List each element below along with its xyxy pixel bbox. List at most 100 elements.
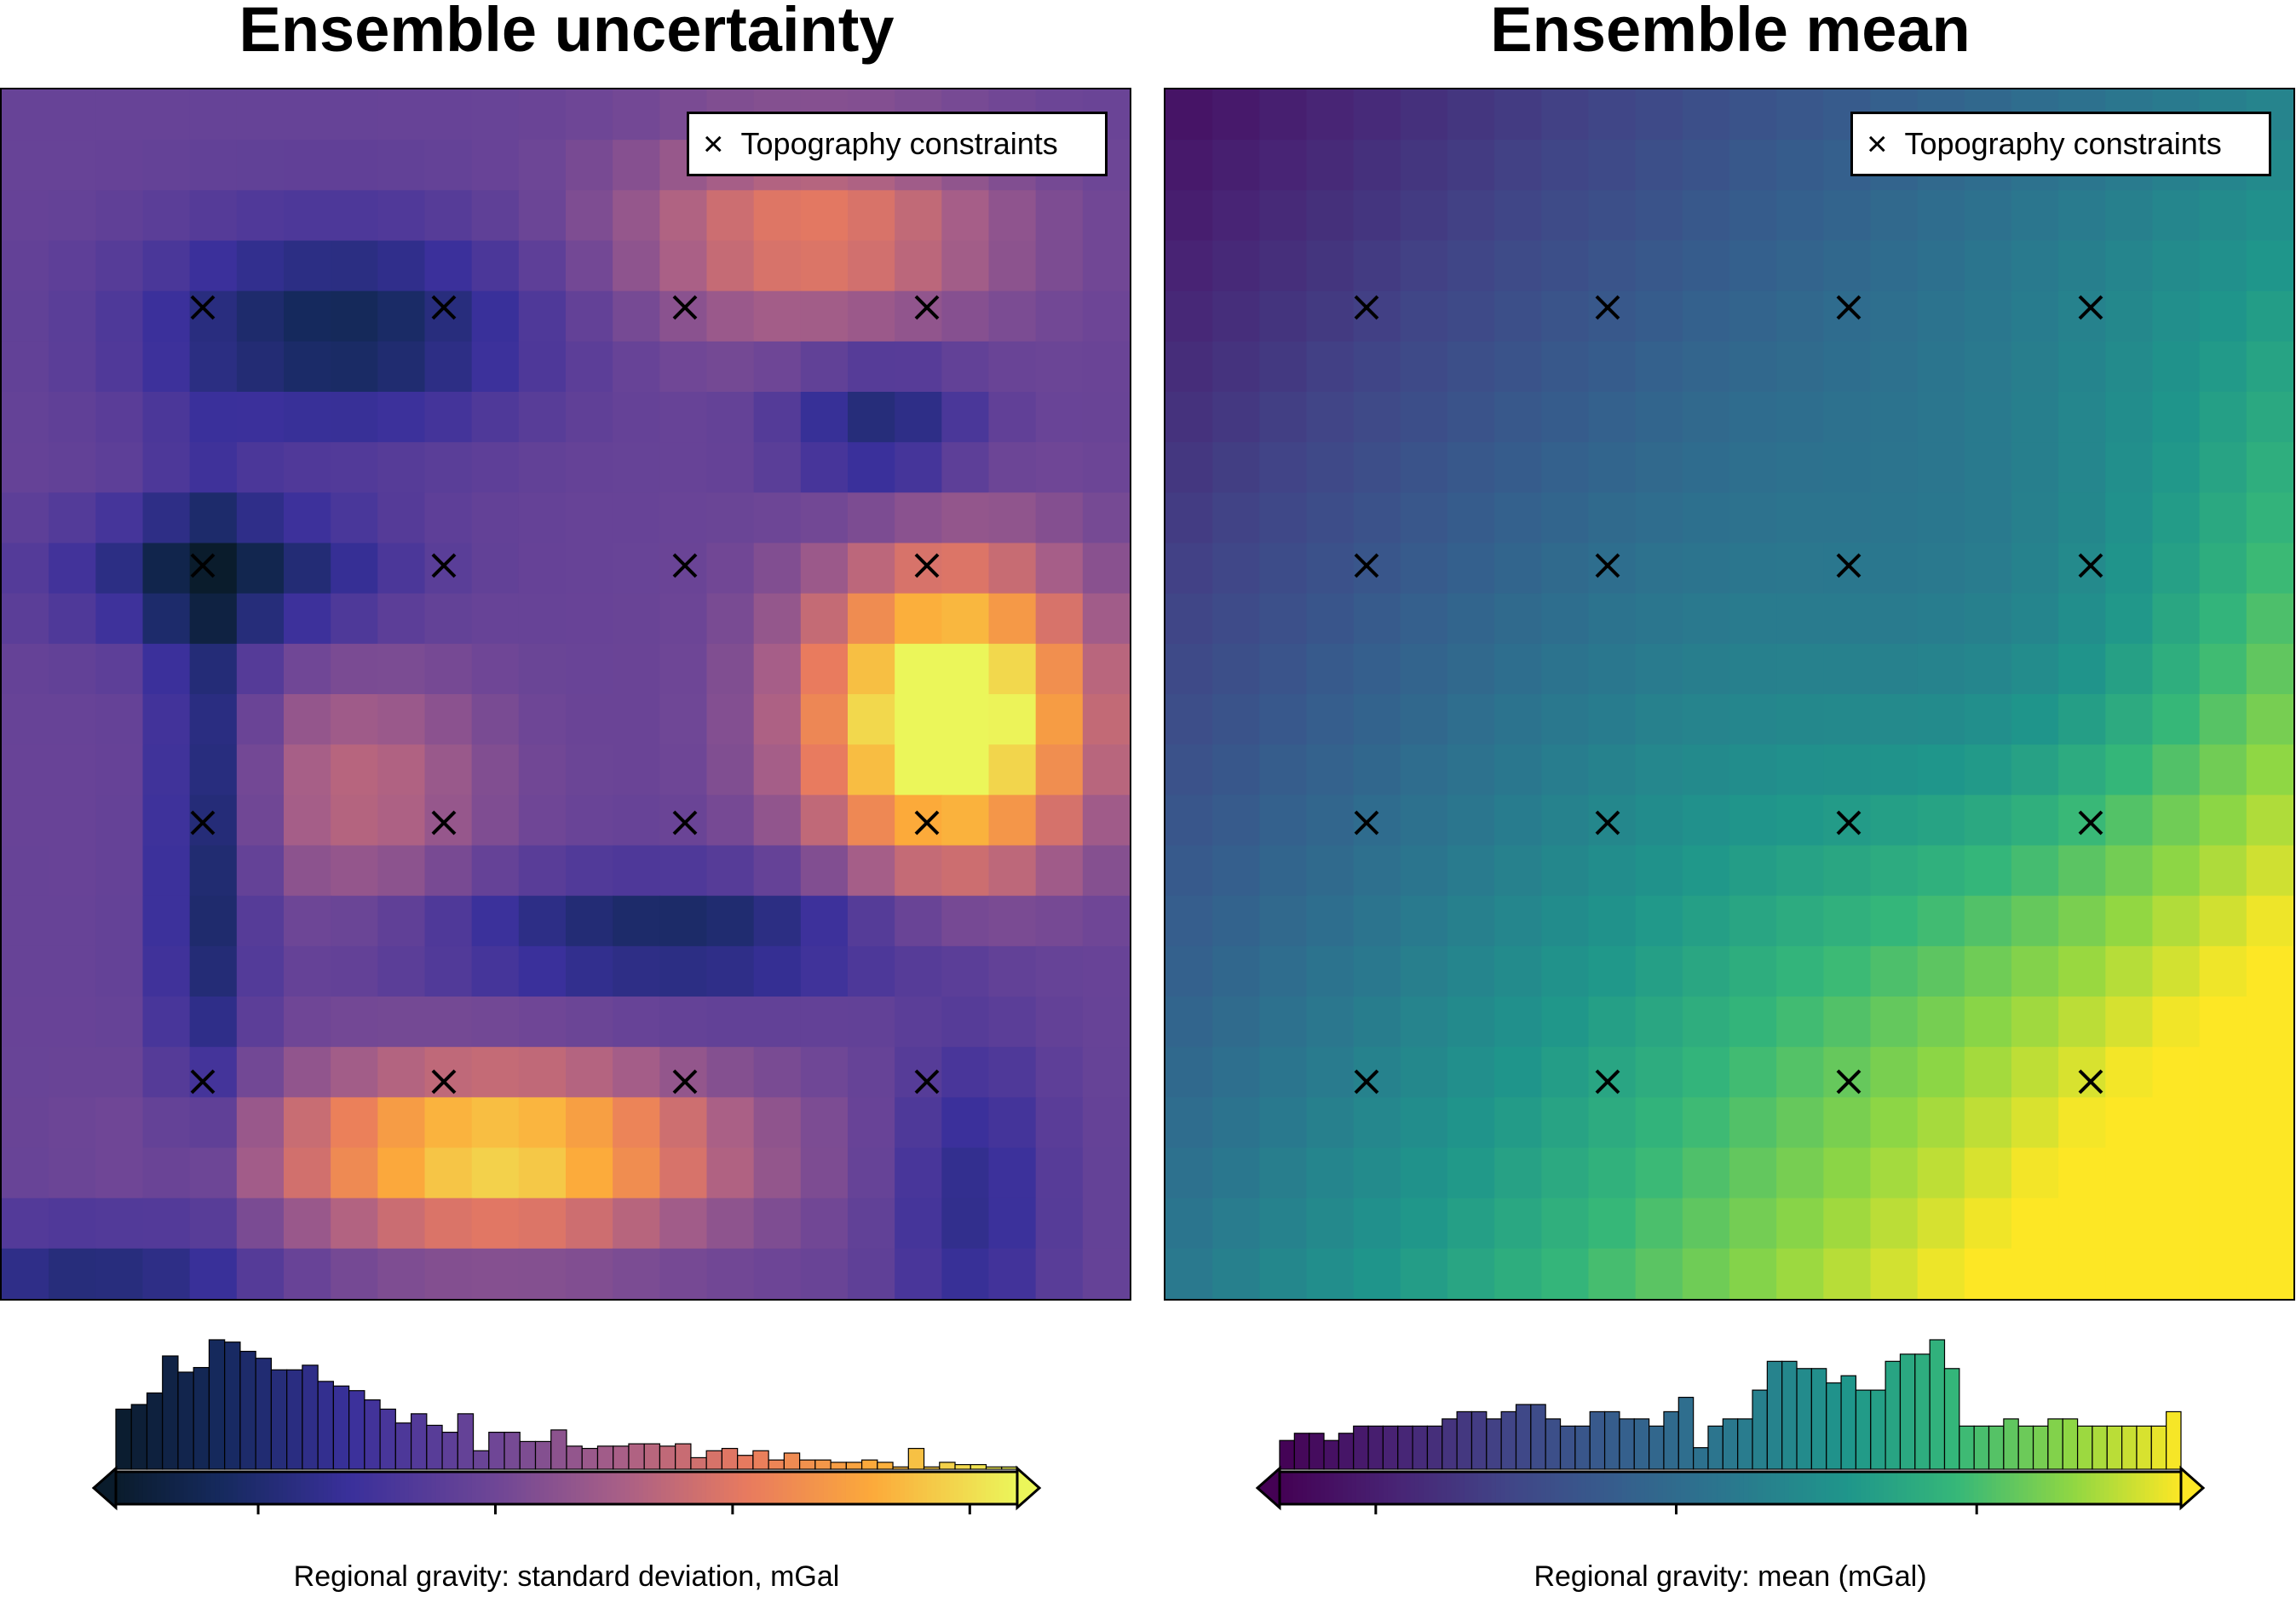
heatmap-cell bbox=[471, 643, 520, 695]
histogram-bar bbox=[892, 1466, 909, 1470]
heatmap-cell bbox=[1635, 140, 1683, 191]
heatmap-cell bbox=[1776, 744, 1824, 796]
heatmap-cell bbox=[848, 694, 895, 745]
heatmap-cell bbox=[706, 593, 755, 645]
constraint-point bbox=[914, 553, 940, 578]
colorbar-segment bbox=[1374, 1472, 1379, 1504]
histogram-bar bbox=[1559, 1425, 1576, 1470]
heatmap-cell bbox=[753, 694, 802, 745]
heatmap-cell bbox=[1400, 1097, 1448, 1149]
heatmap-cell bbox=[1353, 643, 1401, 695]
heatmap-cell bbox=[1400, 543, 1448, 595]
heatmap-cell bbox=[848, 895, 895, 947]
heatmap-cell bbox=[377, 1097, 426, 1149]
heatmap-cell bbox=[848, 744, 895, 796]
constraint-point bbox=[431, 1069, 457, 1094]
heatmap-cell bbox=[1259, 795, 1308, 847]
heatmap-cell bbox=[1082, 845, 1130, 897]
heatmap-cell bbox=[1447, 694, 1495, 745]
colorbar-min-triangle bbox=[1255, 1465, 1281, 1511]
heatmap-cell bbox=[95, 543, 144, 595]
heatmap-cell bbox=[1035, 1047, 1084, 1098]
histogram-bar bbox=[302, 1364, 319, 1470]
colorbar-segment bbox=[264, 1472, 270, 1504]
heatmap-cell bbox=[941, 1198, 990, 1249]
colorbar-segment bbox=[1441, 1472, 1447, 1504]
colorbar-segment bbox=[508, 1472, 514, 1504]
colorbar-segment bbox=[1338, 1472, 1344, 1504]
heatmap-cell bbox=[2011, 694, 2059, 745]
heatmap-cell bbox=[1776, 1198, 1824, 1249]
heatmap-cell bbox=[800, 643, 849, 695]
colorbar-tick-label: 50 bbox=[1360, 1519, 1392, 1520]
heatmap-cell bbox=[284, 240, 331, 292]
heatmap-cell bbox=[1682, 1248, 1730, 1299]
heatmap-cell bbox=[471, 744, 520, 796]
heatmap-cell bbox=[941, 895, 990, 947]
heatmap-cell bbox=[988, 492, 1037, 544]
heatmap-cell bbox=[2199, 945, 2247, 997]
colorbar-segment bbox=[183, 1472, 189, 1504]
heatmap-cell bbox=[284, 492, 331, 544]
heatmap-cell bbox=[1353, 492, 1401, 544]
heatmap-cell bbox=[753, 795, 802, 847]
heatmap-cell bbox=[1823, 290, 1872, 342]
heatmap-cell bbox=[95, 694, 144, 745]
colorbar-segment bbox=[2063, 1472, 2069, 1504]
constraint-point bbox=[914, 295, 940, 320]
heatmap-cell bbox=[471, 895, 520, 947]
heatmap-cell bbox=[1870, 190, 1919, 242]
heatmap-cell bbox=[1964, 392, 2012, 443]
heatmap-cell bbox=[1635, 895, 1683, 947]
heatmap-cell bbox=[1035, 593, 1084, 645]
heatmap-cell bbox=[1541, 89, 1590, 141]
heatmap-cell bbox=[331, 845, 378, 897]
heatmap-cell bbox=[49, 240, 96, 292]
heatmap-cell bbox=[1917, 1198, 1965, 1249]
histogram-bar bbox=[1766, 1360, 1783, 1470]
colorbar-segment bbox=[855, 1472, 860, 1504]
colorbar-segment bbox=[458, 1472, 463, 1504]
heatmap-cell bbox=[1776, 89, 1824, 141]
histogram-bar bbox=[2017, 1425, 2034, 1470]
heatmap-cell bbox=[1964, 1198, 2012, 1249]
colorbar-segment bbox=[2059, 1472, 2064, 1504]
heatmap-cell bbox=[142, 1147, 191, 1199]
heatmap-cell bbox=[1035, 1097, 1084, 1149]
heatmap-cell bbox=[753, 845, 802, 897]
heatmap-cell bbox=[1259, 744, 1308, 796]
colorbar-segment bbox=[878, 1472, 883, 1504]
heatmap-cell bbox=[2246, 1147, 2293, 1199]
heatmap-cell bbox=[1776, 593, 1824, 645]
heatmap-cell bbox=[331, 392, 378, 443]
colorbar-segment bbox=[382, 1472, 387, 1504]
histogram-bar bbox=[596, 1445, 614, 1470]
heatmap-cell bbox=[189, 845, 238, 897]
heatmap-cell bbox=[566, 795, 613, 847]
heatmap-cell bbox=[706, 492, 755, 544]
heatmap-cell bbox=[1541, 845, 1590, 897]
heatmap-cell bbox=[1400, 140, 1448, 191]
histogram-bar bbox=[1574, 1425, 1591, 1470]
heatmap-cell bbox=[2152, 945, 2201, 997]
colorbar-segment bbox=[1951, 1472, 1956, 1504]
colorbar-segment bbox=[268, 1472, 274, 1504]
colorbar-segment bbox=[2095, 1472, 2101, 1504]
heatmap-cell bbox=[1353, 795, 1401, 847]
heatmap-cell bbox=[613, 341, 660, 393]
colorbar-segment bbox=[417, 1472, 423, 1504]
colorbar-segment bbox=[2005, 1472, 2011, 1504]
colorbar-segment bbox=[1748, 1472, 1753, 1504]
colorbar-segment bbox=[490, 1472, 495, 1504]
histogram-bar bbox=[705, 1450, 723, 1470]
colorbar-segment bbox=[1879, 1472, 1885, 1504]
colorbar-segment bbox=[1464, 1472, 1470, 1504]
heatmap-cell bbox=[236, 240, 285, 292]
colorbar-segment bbox=[314, 1472, 319, 1504]
colorbar-segment bbox=[1996, 1472, 2001, 1504]
histogram-bar bbox=[737, 1455, 754, 1470]
colorbar-tick-label: 100 bbox=[1652, 1519, 1700, 1520]
heatmap-cell bbox=[1870, 1248, 1919, 1299]
heatmap-cell bbox=[566, 442, 613, 493]
heatmap-cell bbox=[2105, 795, 2154, 847]
